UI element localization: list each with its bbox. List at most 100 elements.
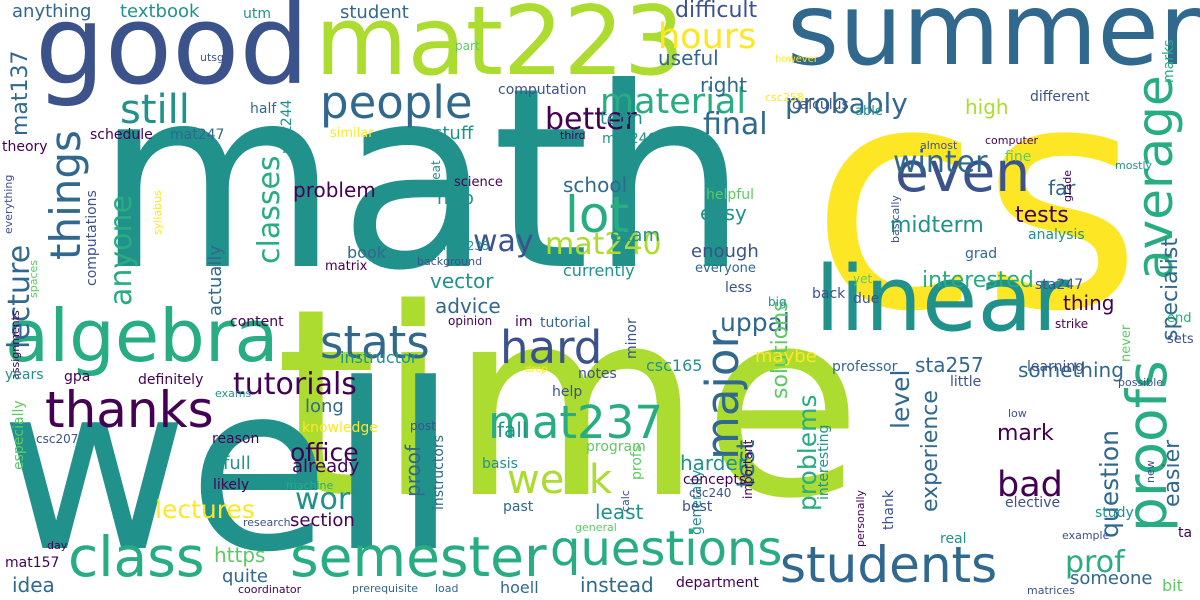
word-mostly: mostly xyxy=(1115,159,1153,172)
word-vector: vector xyxy=(430,269,494,293)
word-anyone: anyone xyxy=(104,195,139,306)
word-grade: grade xyxy=(1061,170,1074,202)
word-sta257: sta257 xyxy=(915,353,984,377)
word-problem: problem xyxy=(293,178,376,202)
word-professor: professor xyxy=(832,359,898,375)
word-algebra: algebra xyxy=(5,294,279,378)
word-exam: exam xyxy=(610,225,660,246)
word-profs: profs xyxy=(629,444,645,480)
word-good: good xyxy=(35,0,310,109)
word-background: background xyxy=(417,255,483,268)
word-cs: cs xyxy=(810,19,1142,380)
word-currently: currently xyxy=(563,261,635,280)
word-far: far xyxy=(1048,176,1076,200)
word-schedule: schedule xyxy=(90,127,153,143)
word-prerequisite: prerequisite xyxy=(352,582,418,595)
word-csc207: csc207 xyxy=(36,432,79,446)
word-tutorial: tutorial xyxy=(540,315,591,331)
word-material: material xyxy=(600,82,747,122)
word-past: past xyxy=(503,499,534,515)
word-im: im xyxy=(515,314,533,330)
word-utsg: utsg xyxy=(200,51,224,64)
word-well: well xyxy=(0,336,458,600)
word-https: https xyxy=(214,543,266,567)
word-exams: exams xyxy=(215,387,252,400)
word-almost: almost xyxy=(920,139,958,152)
word-bad: bad xyxy=(997,465,1063,505)
word-less: less xyxy=(725,280,753,296)
word-able: able xyxy=(855,104,883,119)
word-csc165: csc165 xyxy=(646,356,703,375)
word-ta: ta xyxy=(1178,525,1193,541)
word-someone: someone xyxy=(1070,568,1153,589)
word-learning: learning xyxy=(1027,359,1085,375)
word-sta247: sta247 xyxy=(1035,277,1084,293)
word-drop: drop xyxy=(525,364,548,375)
word-great: great xyxy=(429,160,443,192)
word-real: real xyxy=(940,531,967,547)
word-classes: classes xyxy=(252,155,287,264)
word-easier: easier xyxy=(1160,439,1185,507)
word-sets: sets xyxy=(1167,332,1194,347)
word-never: never xyxy=(1119,324,1134,362)
word-questions: questions xyxy=(550,521,783,577)
word-coordinator: coordinator xyxy=(238,583,302,596)
word-mat223: mat223 xyxy=(315,0,685,97)
word-better: better xyxy=(545,102,637,137)
word-work: work xyxy=(295,482,368,517)
word-help: help xyxy=(552,384,583,400)
word-tests: tests xyxy=(1015,203,1069,228)
word-everything: everything xyxy=(2,174,15,234)
word-high: high xyxy=(965,95,1009,119)
word-mat246: mat246 xyxy=(602,131,657,147)
word-similar: similar xyxy=(330,126,374,141)
word-different: different xyxy=(1030,89,1090,105)
word-reason: reason xyxy=(212,431,260,447)
word-term: term xyxy=(600,108,643,129)
word-winter: winter xyxy=(893,145,988,180)
word-computation: computation xyxy=(498,82,587,98)
word-experience: experience xyxy=(918,390,943,512)
word-helpful: helpful xyxy=(706,187,754,203)
word-useful: useful xyxy=(658,46,719,70)
word-something: something xyxy=(1018,358,1124,382)
word-computations: computations xyxy=(84,190,100,286)
word-already: already xyxy=(292,456,360,477)
word-hours: hours xyxy=(658,17,757,57)
word-machine: machine xyxy=(286,479,334,492)
word-interested: interested xyxy=(922,268,1034,293)
word-actually: actually xyxy=(205,244,226,316)
word-students: students xyxy=(780,536,998,594)
word-opinion: opinion xyxy=(448,314,493,328)
word-summer: summer xyxy=(787,0,1200,88)
word-quite: quite xyxy=(222,566,268,587)
word-probably: probably xyxy=(785,87,908,120)
word-stats: stats xyxy=(320,316,430,369)
word-calc: calc xyxy=(619,490,632,512)
word-linear: linear xyxy=(815,247,1070,352)
word-school: school xyxy=(563,173,628,197)
word-mat137: mat137 xyxy=(8,50,33,136)
word-book: book xyxy=(347,243,386,262)
word-due: due xyxy=(853,291,880,307)
word-definitely: definitely xyxy=(138,372,204,388)
word-section: section xyxy=(290,510,355,531)
word-big: big xyxy=(768,295,787,309)
word-program: program xyxy=(586,439,646,455)
word-analysis: analysis xyxy=(1028,227,1085,243)
word-mat157: mat157 xyxy=(5,555,60,571)
word-computer: computer xyxy=(985,134,1039,147)
word-low: low xyxy=(1008,407,1027,420)
word-csc240: csc240 xyxy=(689,486,732,500)
word-post: post xyxy=(410,419,436,433)
word-years: years xyxy=(5,367,44,383)
word-semester: semester xyxy=(290,525,547,589)
word-basis: basis xyxy=(482,456,518,472)
word-mat247: mat247 xyxy=(170,127,225,143)
word-lectures: lectures xyxy=(155,495,255,524)
word-part: part xyxy=(455,39,480,53)
word-csc258: csc258 xyxy=(765,91,804,104)
word-mark: mark xyxy=(997,421,1054,446)
word-still: still xyxy=(120,87,190,133)
word-right: right xyxy=(700,73,747,97)
